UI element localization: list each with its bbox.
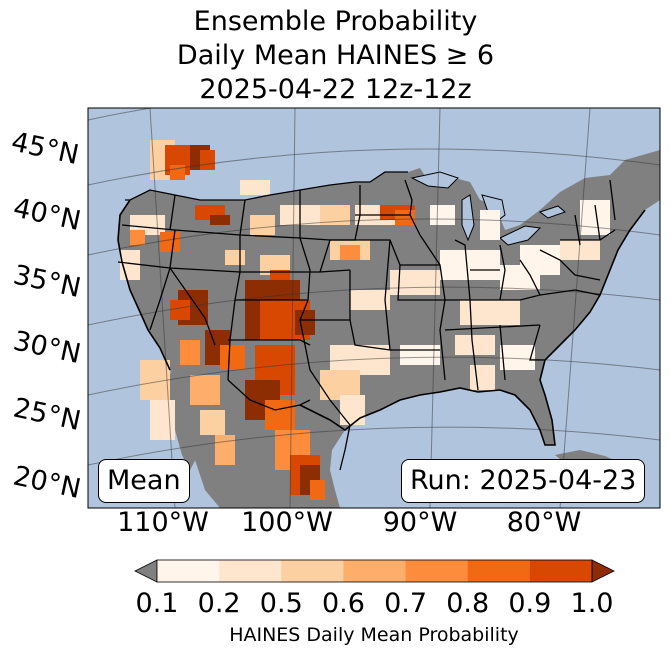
probability-cell bbox=[470, 365, 495, 390]
lat-label-25: 25°N bbox=[11, 393, 84, 437]
colorbar-under-arrow bbox=[134, 559, 158, 583]
probability-cell bbox=[500, 345, 535, 370]
title-line-1: Ensemble Probability bbox=[193, 6, 478, 37]
probability-cell bbox=[560, 240, 600, 260]
probability-cell bbox=[340, 245, 360, 260]
lat-label-45: 45°N bbox=[9, 127, 82, 171]
colorbar-tick-label: 1.0 bbox=[570, 588, 614, 619]
colorbar-tick-label: 0.9 bbox=[508, 588, 552, 619]
longitude-labels: 110°W 100°W 90°W 80°W bbox=[117, 507, 581, 538]
map-frame bbox=[87, 107, 661, 509]
probability-cell bbox=[200, 150, 215, 170]
probability-cell bbox=[240, 180, 270, 195]
probability-cell bbox=[190, 375, 220, 405]
probability-cell bbox=[170, 300, 190, 320]
probability-cell bbox=[455, 335, 495, 355]
probability-cell bbox=[130, 230, 145, 245]
probability-cell bbox=[520, 245, 560, 275]
latitude-labels: 45°N 40°N 35°N 30°N 25°N 20°N bbox=[9, 127, 84, 505]
lon-label-100: 100°W bbox=[241, 507, 333, 538]
probability-cell bbox=[150, 400, 175, 440]
colorbar-segment bbox=[343, 560, 407, 582]
colorbar-tick-label: 0.8 bbox=[446, 588, 490, 619]
colorbar-segment bbox=[405, 560, 469, 582]
probability-cell bbox=[440, 250, 500, 280]
probability-cell bbox=[295, 310, 315, 335]
colorbar-over-arrow bbox=[591, 559, 615, 583]
probability-cell bbox=[180, 340, 200, 365]
probability-cell bbox=[310, 480, 325, 500]
great-lakes bbox=[410, 171, 566, 246]
probability-cell bbox=[160, 232, 180, 252]
colorbar-tick-label: 0.6 bbox=[321, 588, 365, 619]
colorbar-segment bbox=[467, 560, 531, 582]
probability-cell bbox=[350, 290, 390, 310]
colorbar-frame bbox=[156, 559, 593, 583]
colorbar-tick-label: 0.2 bbox=[197, 588, 241, 619]
colorbar-segment bbox=[281, 560, 344, 582]
colorbar-tick-label: 0.7 bbox=[384, 588, 428, 619]
probability-cell bbox=[430, 205, 455, 225]
colorbar bbox=[134, 559, 615, 583]
colorbar-segment bbox=[219, 560, 282, 582]
mean-label: Mean bbox=[98, 459, 190, 503]
lat-label-30: 30°N bbox=[11, 326, 84, 370]
probability-field bbox=[120, 140, 610, 500]
probability-cell bbox=[320, 205, 350, 225]
colorbar-tick-label: 0.1 bbox=[135, 588, 179, 619]
probability-cell bbox=[210, 215, 230, 225]
probability-cell bbox=[215, 435, 235, 465]
probability-cell bbox=[390, 270, 440, 295]
colorbar-tick-label: 0.5 bbox=[259, 588, 303, 619]
run-date-label: Run: 2025-04-23 bbox=[401, 459, 646, 503]
lat-label-40: 40°N bbox=[11, 193, 84, 237]
lon-label-110: 110°W bbox=[117, 507, 209, 538]
probability-cell bbox=[265, 400, 295, 430]
lat-label-20: 20°N bbox=[11, 461, 84, 505]
probability-cell bbox=[225, 250, 245, 265]
probability-cell bbox=[250, 215, 275, 235]
probability-cell bbox=[340, 395, 365, 425]
colorbar-title: HAINES Daily Mean Probability bbox=[229, 624, 519, 646]
lat-label-35: 35°N bbox=[11, 260, 84, 304]
colorbar-segment bbox=[157, 560, 220, 582]
state-borders bbox=[117, 171, 616, 471]
probability-cell bbox=[480, 210, 500, 240]
probability-cell bbox=[460, 300, 520, 325]
colorbar-segment bbox=[529, 560, 593, 582]
probability-cell bbox=[395, 210, 415, 225]
probability-cell bbox=[220, 345, 245, 370]
graticule bbox=[88, 108, 660, 508]
title-line-3: 2025-04-22 12z-12z bbox=[199, 74, 472, 105]
probability-cell bbox=[200, 410, 225, 435]
lon-label-90: 90°W bbox=[383, 507, 458, 538]
lon-label-80: 80°W bbox=[507, 507, 582, 538]
coastline bbox=[117, 199, 646, 446]
map-panel bbox=[88, 108, 660, 508]
title-line-2: Daily Mean HAINES ≥ 6 bbox=[176, 40, 495, 71]
